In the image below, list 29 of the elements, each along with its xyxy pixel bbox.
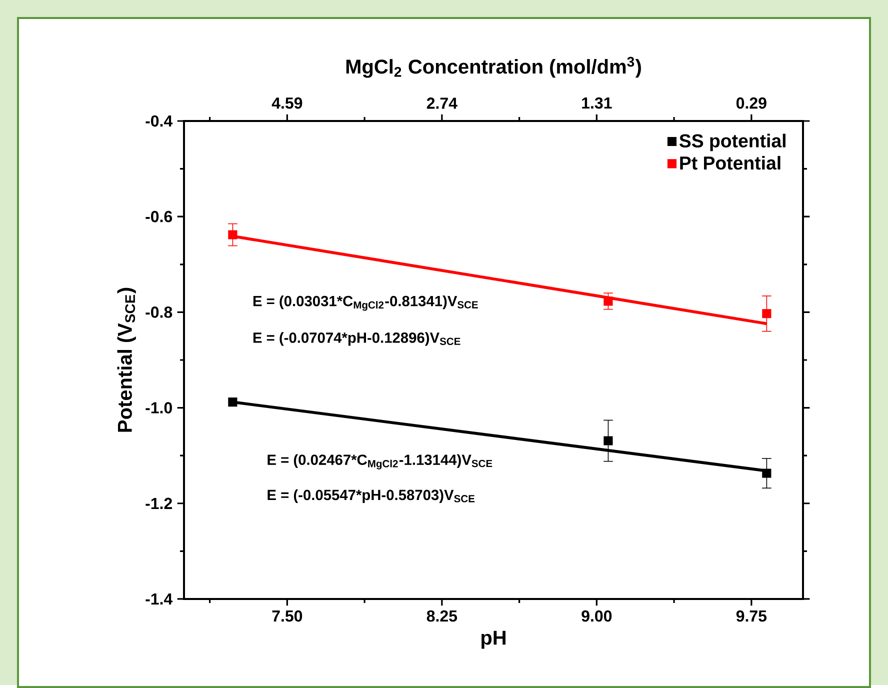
- point: [762, 468, 772, 478]
- x-axis-title: pH: [481, 630, 506, 649]
- y-tick-label: -0.6: [146, 210, 172, 222]
- text: 4.59: [272, 97, 302, 109]
- y-tick-label: -0.8: [146, 306, 172, 318]
- annotation: E = (-0.07074*pH-0.12896)V$_{SCE}$: [253, 332, 460, 346]
- annotation: E = (0.03031*C$_{MgCl2}$-0.81341)V$_{SCE}$: [253, 296, 478, 311]
- annotation: E = (0.02467*C$_{MgCl2}$-1.13144)V$_{SCE}$: [268, 454, 492, 470]
- y-tick-label: -1.2: [146, 498, 172, 509]
- annotation: E = (-0.05547*pH-0.58703)V$_{SCE}$: [268, 489, 475, 504]
- text: 1.31: [582, 97, 612, 109]
- legend-label: Pt Potential: [680, 156, 780, 170]
- x-tick-label: 8.25: [426, 610, 458, 622]
- point: [604, 296, 613, 306]
- text: 2.74: [426, 98, 458, 109]
- point: [228, 230, 238, 240]
- y-tick-label: -1.0: [146, 402, 172, 414]
- y-tick-label: -1.4: [146, 593, 173, 604]
- x2-axis-title: MgCl$_{2}$ Concentration (mol/dm$^{3}$): [346, 56, 641, 78]
- point: [228, 398, 238, 407]
- legend-label: SS potential: [679, 134, 786, 152]
- x-tick-label: 9.75: [736, 610, 767, 622]
- point: [604, 436, 613, 446]
- y-tick-label: -0.4: [146, 115, 173, 127]
- y-axis-title: Potential (V$_{SCE}$): [117, 288, 136, 432]
- x-tick-label: 7.50: [272, 610, 302, 622]
- point: [762, 309, 772, 318]
- text: 0.29: [736, 97, 766, 109]
- x-tick-label: 9.00: [582, 610, 612, 622]
